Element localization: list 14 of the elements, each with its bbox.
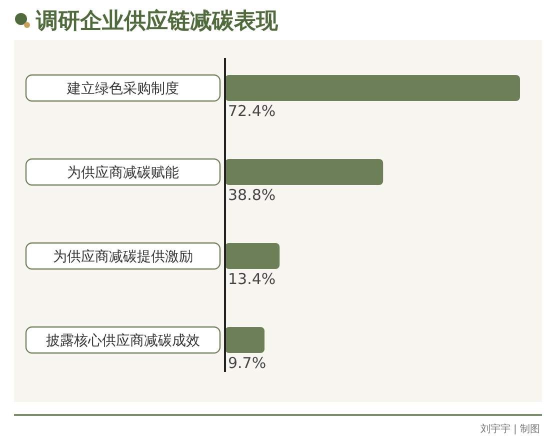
- data-label: 9.7%: [228, 354, 266, 372]
- y-tick-label: 披露核心供应商减碳成效: [46, 333, 200, 349]
- data-label: 72.4%: [228, 102, 276, 120]
- y-tick-label: 建立绿色采购制度: [66, 81, 179, 97]
- chart-title: 调研企业供应链减碳表现: [35, 8, 279, 34]
- bar: [225, 243, 280, 269]
- data-label: 13.4%: [228, 270, 276, 288]
- text: 刘宇宇 | 制图: [480, 423, 540, 435]
- bar: [225, 159, 384, 185]
- data-label: 38.8%: [228, 186, 276, 204]
- bar: [225, 75, 520, 101]
- bar: [225, 327, 265, 353]
- y-tick-label: 为供应商减碳提供激励: [53, 249, 193, 265]
- y-tick-label: 为供应商减碳赋能: [67, 165, 179, 181]
